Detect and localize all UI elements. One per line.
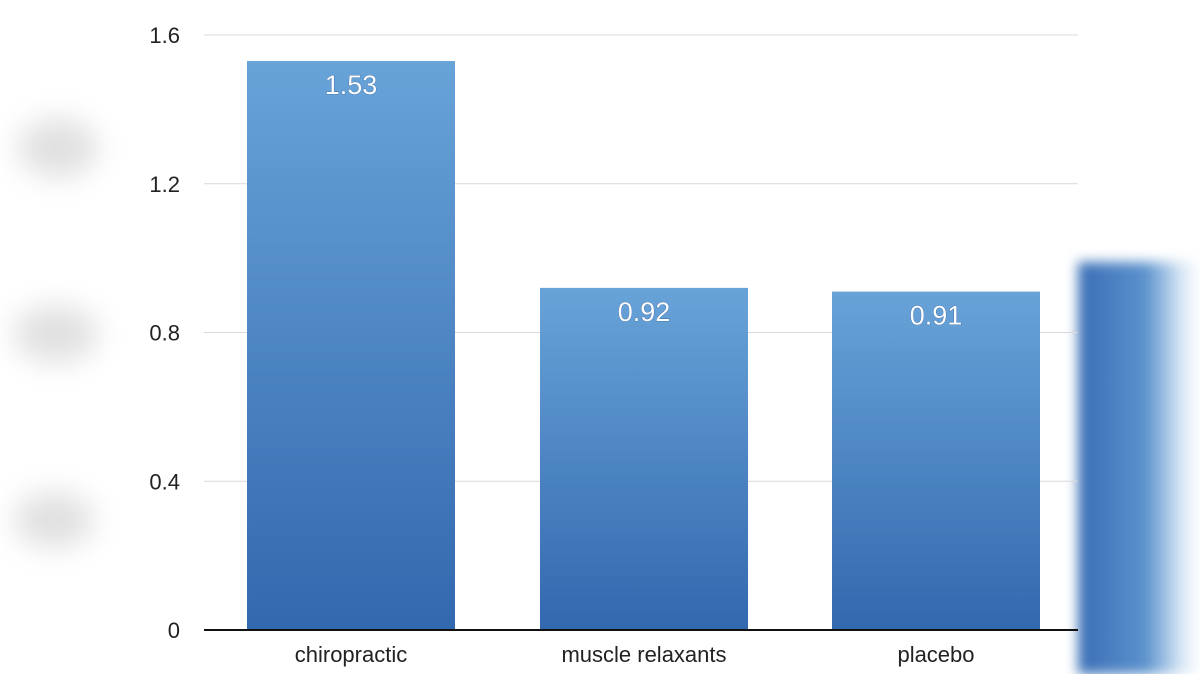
- bar-chiropractic: [247, 61, 455, 630]
- y-axis-ticks: 0 0.4 0.8 1.2 1.6: [149, 23, 180, 643]
- x-axis-categories: chiropractic muscle relaxants placebo: [295, 642, 975, 667]
- category-label: placebo: [897, 642, 974, 667]
- data-label: 0.91: [910, 301, 963, 331]
- data-label: 1.53: [325, 70, 378, 100]
- blurred-partial-bar: [1078, 262, 1200, 674]
- y-tick-label: 1.2: [149, 172, 180, 197]
- data-labels: 1.53 0.92 0.91: [324, 70, 963, 331]
- blurred-background-shape: [14, 305, 98, 363]
- category-label: chiropractic: [295, 642, 407, 667]
- blurred-background-shape: [14, 492, 94, 548]
- data-label: 0.92: [618, 297, 671, 327]
- bars: [247, 61, 1040, 630]
- bar-muscle-relaxants: [540, 287, 748, 630]
- y-tick-label: 0.4: [149, 469, 180, 494]
- y-tick-label: 0.8: [149, 321, 180, 346]
- blurred-background-shape: [18, 118, 98, 178]
- y-tick-label: 1.6: [149, 23, 180, 48]
- y-tick-label: 0: [168, 618, 180, 643]
- category-label: muscle relaxants: [561, 642, 726, 667]
- bar-placebo: [832, 291, 1040, 630]
